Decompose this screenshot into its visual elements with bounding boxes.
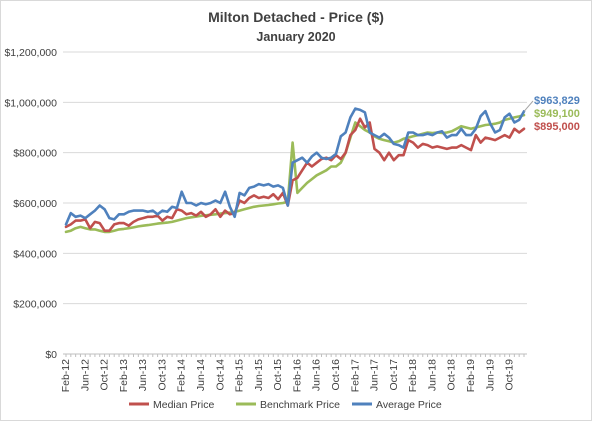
- x-tick-label: Feb-18: [407, 359, 419, 392]
- x-tick-label: Feb-13: [118, 359, 130, 392]
- legend: Median Price Benchmark Price Average Price: [129, 399, 442, 411]
- legend-label: Average Price: [376, 399, 442, 411]
- chart-title: Milton Detached - Price ($): [208, 9, 384, 25]
- x-tick-label: Jun-17: [369, 359, 381, 391]
- x-axis: [63, 353, 527, 357]
- x-tick-label: Oct-14: [214, 359, 226, 391]
- x-tick-label: Jun-12: [79, 359, 91, 391]
- gridlines: [63, 51, 527, 355]
- x-tick-label: Oct-15: [272, 359, 284, 391]
- x-tick-label: Feb-15: [234, 359, 246, 392]
- x-tick-label: Oct-17: [388, 359, 400, 391]
- y-tick-label: $200,000: [13, 299, 57, 311]
- x-tick-label: Jun-15: [253, 359, 265, 391]
- x-tick-label: Oct-13: [156, 359, 168, 391]
- x-tick-label: Jun-18: [426, 359, 438, 391]
- x-tick-label: Feb-12: [60, 359, 72, 392]
- x-tick-label: Jun-14: [195, 359, 207, 391]
- x-tick-label: Oct-12: [99, 359, 111, 391]
- x-tick-label: Oct-16: [330, 359, 342, 391]
- end-value-labels: $963,829$949,100$895,000: [523, 95, 580, 133]
- end-value-label: $949,100: [534, 108, 580, 120]
- legend-label: Median Price: [153, 399, 214, 411]
- x-tick-label: Oct-19: [504, 359, 516, 391]
- end-value-label: $963,829: [534, 95, 580, 107]
- series-line-median-price: [64, 117, 526, 232]
- chart-subtitle: January 2020: [256, 30, 335, 44]
- x-tick-label: Feb-14: [176, 359, 188, 392]
- y-tick-label: $400,000: [13, 248, 57, 260]
- series-line-benchmark-price: [64, 113, 526, 234]
- x-tick-label: Jun-13: [137, 359, 149, 391]
- y-tick-label: $600,000: [13, 198, 57, 210]
- x-tick-label: Feb-19: [465, 359, 477, 392]
- series-lines: [64, 107, 526, 234]
- y-tick-label: $0: [45, 349, 57, 361]
- x-tick-label: Oct-18: [446, 359, 458, 391]
- y-tick-label: $800,000: [13, 148, 57, 160]
- x-tick-label: Feb-17: [349, 359, 361, 392]
- end-value-label: $895,000: [534, 121, 580, 133]
- legend-label: Benchmark Price: [260, 399, 340, 411]
- end-label-leader-line: [523, 100, 534, 112]
- x-tick-label: Jun-16: [311, 359, 323, 391]
- y-axis-tick-labels: $0 $200,000 $400,000 $600,000 $800,000 $1,000…: [4, 47, 57, 361]
- x-axis-tick-labels: Feb-12 Jun-12 Oct-12 Feb-13 Jun-13 Oct-13 Feb-…: [60, 359, 516, 392]
- y-tick-label: $1,200,000: [4, 47, 57, 59]
- x-tick-label: Jun-19: [484, 359, 496, 391]
- y-tick-label: $1,000,000: [4, 97, 57, 109]
- series-line-average-price: [64, 107, 526, 226]
- x-tick-label: Feb-16: [291, 359, 303, 392]
